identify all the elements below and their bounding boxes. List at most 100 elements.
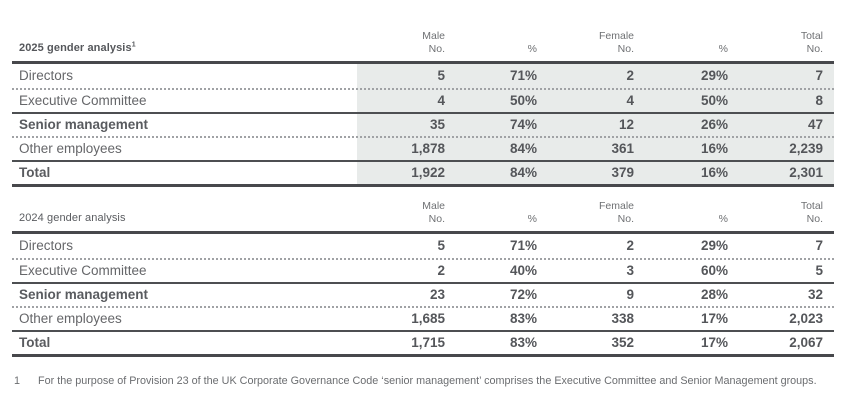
cell-value: 12	[618, 117, 634, 132]
column-header: Female No.	[548, 30, 645, 56]
cell-value: 71%	[509, 238, 537, 253]
cell-value: 32	[807, 287, 823, 302]
table-row: Total 1,922 84% 379 16% 2,301	[12, 160, 834, 184]
table-row: Senior management 23 72% 9 28% 32	[12, 282, 834, 306]
column-header: Male No.	[357, 200, 456, 226]
column-header: Total No.	[739, 200, 834, 226]
cell-value: 17%	[700, 311, 728, 326]
table-header-row: 2025 gender analysis1 Male No. % Female No. …	[12, 30, 834, 61]
cell-value: 40%	[509, 263, 537, 278]
table-header-row: 2024 gender analysis Male No. % Female No. %…	[12, 200, 834, 231]
cell-value: 50%	[700, 93, 728, 108]
cell-value: 1,685	[411, 311, 445, 326]
cell-value: 35	[429, 117, 445, 132]
table-row: Executive Committee 2 40% 3 60% 5	[12, 258, 834, 282]
table-row: Executive Committee 4 50% 4 50% 8	[12, 88, 834, 112]
gender-analysis-table-2025: 2025 gender analysis1 Male No. % Female No. …	[12, 30, 834, 187]
table-row: Total 1,715 83% 352 17% 2,067	[12, 330, 834, 354]
cell-value: 352	[611, 335, 634, 350]
cell-value: 7	[815, 238, 823, 253]
cell-value: 84%	[509, 141, 537, 156]
cell-value: 2	[626, 68, 634, 83]
table-title-cell: 2025 gender analysis1	[12, 38, 357, 56]
column-header-line2: No.	[806, 43, 823, 55]
cell-value: 47	[807, 117, 823, 132]
cell-value: 28%	[700, 287, 728, 302]
cell-value: 83%	[509, 311, 537, 326]
cell-value: 361	[611, 141, 634, 156]
table-row: Senior management 35 74% 12 26% 47	[12, 112, 834, 136]
column-header: %	[645, 200, 739, 226]
column-header-line2: No.	[617, 43, 634, 55]
gender-analysis-table-2024: 2024 gender analysis Male No. % Female No. %…	[12, 200, 834, 357]
cell-value: 2,301	[789, 165, 823, 180]
column-header: Female No.	[548, 200, 645, 226]
column-header-line2: No.	[806, 213, 823, 225]
table-title-cell: 2024 gender analysis	[12, 208, 357, 226]
cell-value: 16%	[700, 165, 728, 180]
column-header: Male No.	[357, 30, 456, 56]
cell-value: 2,023	[789, 311, 823, 326]
column-header: %	[645, 30, 739, 56]
column-header-line1	[645, 200, 728, 213]
cell-value: 26%	[700, 117, 728, 132]
cell-value: 9	[626, 287, 634, 302]
column-header-line2: No.	[617, 213, 634, 225]
cell-value: 16%	[700, 141, 728, 156]
cell-value: 1,715	[411, 335, 445, 350]
column-header-line1: Female	[598, 200, 634, 212]
cell-value: 50%	[509, 93, 537, 108]
column-header: %	[456, 200, 548, 226]
cell-value: 5	[437, 68, 445, 83]
cell-value: 4	[437, 93, 445, 108]
cell-value: 74%	[509, 117, 537, 132]
column-header-line1: Male	[422, 30, 445, 42]
cell-value: 71%	[509, 68, 537, 83]
row-label: Executive Committee	[19, 263, 147, 278]
table-row: Other employees 1,878 84% 361 16% 2,239	[12, 136, 834, 160]
table-body: Directors 5 71% 2 29% 7 Executive Committee 4 50…	[12, 61, 834, 187]
cell-value: 29%	[700, 68, 728, 83]
cell-value: 2	[437, 263, 445, 278]
column-header-line2: %	[718, 43, 728, 55]
row-label: Senior management	[19, 117, 149, 132]
column-header-line1: Total	[800, 30, 823, 42]
cell-value: 379	[611, 165, 634, 180]
cell-value: 23	[429, 287, 445, 302]
footnote-marker: 1	[14, 375, 21, 387]
footnote: 1 For the purpose of Provision 23 of the…	[14, 374, 824, 388]
column-header-line2: %	[718, 213, 728, 225]
column-header-line1: Female	[598, 30, 634, 42]
row-label: Executive Committee	[19, 93, 147, 108]
cell-value: 83%	[509, 335, 537, 350]
row-label: Other employees	[19, 141, 122, 156]
cell-value: 5	[437, 238, 445, 253]
cell-value: 338	[611, 311, 634, 326]
cell-value: 5	[815, 263, 823, 278]
row-label: Other employees	[19, 311, 122, 326]
cell-value: 1,878	[411, 141, 445, 156]
table-row: Directors 5 71% 2 29% 7	[12, 64, 834, 88]
column-header-line1: Total	[800, 200, 823, 212]
cell-value: 3	[626, 263, 634, 278]
column-header-line1: Male	[422, 200, 445, 212]
cell-value: 17%	[700, 335, 728, 350]
cell-value: 2,239	[789, 141, 823, 156]
table-row: Other employees 1,685 83% 338 17% 2,023	[12, 306, 834, 330]
cell-value: 7	[815, 68, 823, 83]
column-header-line2: No.	[428, 213, 445, 225]
column-header-line1	[645, 30, 728, 43]
title-footnote-reference: 1	[131, 41, 136, 49]
cell-value: 84%	[509, 165, 537, 180]
row-label: Senior management	[19, 287, 149, 302]
cell-value: 72%	[509, 287, 537, 302]
cell-value: 2	[626, 238, 634, 253]
column-header-line1	[456, 30, 537, 43]
cell-value: 4	[626, 93, 634, 108]
column-header: %	[456, 30, 548, 56]
cell-value: 60%	[700, 263, 728, 278]
row-label: Directors	[19, 238, 74, 253]
column-header-line2: %	[527, 43, 537, 55]
table-body: Directors 5 71% 2 29% 7 Executive Committee 2 40…	[12, 231, 834, 357]
cell-value: 2,067	[789, 335, 823, 350]
